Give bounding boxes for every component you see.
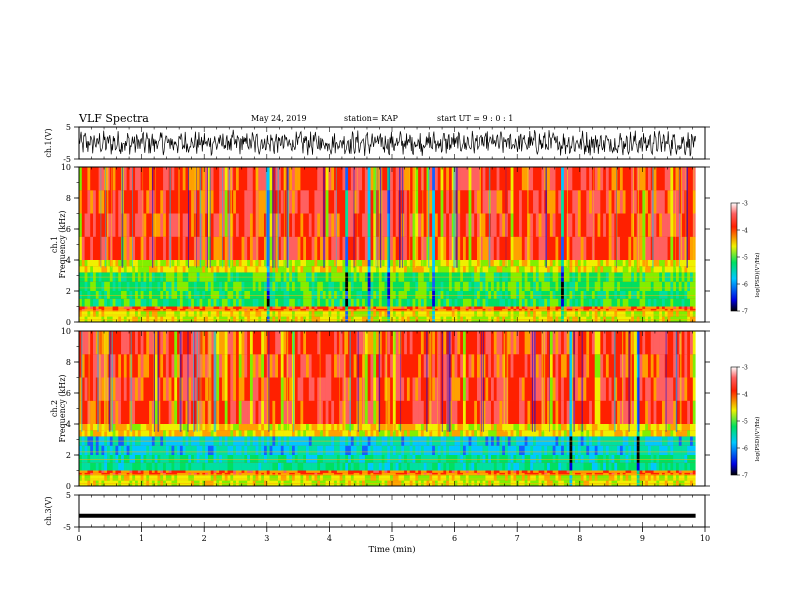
x-axis-ticks <box>78 127 706 527</box>
ch1-spectrogram-colorbar-tick-label: -3 <box>742 201 748 208</box>
ch2-spectrogram-colorbar-gradient <box>730 366 738 476</box>
ch2-spectrogram-ytick-label: 4 <box>66 420 71 429</box>
ch3-waveform-panel: 5 -5 ch.3(V) <box>44 491 710 532</box>
ch2-spectrogram-ytick-label: 8 <box>66 358 71 367</box>
ch1-spectrogram-channel-label: ch.1 <box>50 236 59 253</box>
ch1-spectrogram-panel: 0 2 4 6 8 10 ch.1 Frequency (kHz) <box>50 163 710 327</box>
ch1-spectrogram-ytick-label: 8 <box>66 194 71 203</box>
ch1-spectrogram-ytick-label: 2 <box>66 287 71 296</box>
ch2-spectrogram-colorbar-tick-label: -6 <box>742 446 748 453</box>
ch1-spectrogram-ytick-label: 0 <box>66 318 71 327</box>
ch1-spectrogram-colorbar: -3 -4 -5 -6 -7 log(PSD)(V²/Hz) <box>730 201 761 316</box>
x-tick-label: 7 <box>515 534 520 543</box>
date-label: May 24, 2019 <box>251 114 307 123</box>
start-time-label: start UT = 9 : 0 : 1 <box>437 114 514 123</box>
ch1-spectrogram-ytick-label: 4 <box>66 256 71 265</box>
ch1-spectrogram-colorbar-tick-label: -5 <box>742 255 748 262</box>
ch2-spectrogram-colorbar-tick-label: -4 <box>742 392 748 399</box>
ch1-spectrogram-ytick-label: 10 <box>61 163 71 172</box>
ch2-spectrogram-ytick-label: 10 <box>61 327 71 336</box>
ch1-waveform-ytick-label: 5 <box>66 123 71 132</box>
x-tick-label: 1 <box>139 534 144 543</box>
ch2-spectrogram-colorbar-tick-label: -5 <box>742 419 748 426</box>
ch1-spectrogram-colorbar-label: log(PSD)(V²/Hz) <box>754 253 761 298</box>
ch2-spectrogram-ytick-label: 2 <box>66 451 71 460</box>
ch2-spectrogram-panel: 0 2 4 6 8 10 ch.2 Frequency (kHz) <box>50 327 710 491</box>
x-tick-label: 5 <box>389 534 394 543</box>
ch2-spectrogram-colorbar-label: log(PSD)(V²/Hz) <box>754 417 761 462</box>
x-tick-label: 4 <box>327 534 332 543</box>
x-axis-label: Time (min) <box>368 544 415 555</box>
ch3-waveform-ytick-label: 5 <box>66 491 71 500</box>
station-label: station= KAP <box>344 114 398 123</box>
ch1-spectrogram-ylabel: Frequency (kHz) <box>58 210 67 278</box>
ch2-spectrogram-ylabel: Frequency (kHz) <box>58 374 67 442</box>
x-tick-label: 3 <box>264 534 269 543</box>
ch3-waveform-ytick-label: -5 <box>63 523 71 532</box>
x-axis: 0 1 2 3 4 5 6 7 8 9 10 Time (min) <box>76 527 710 555</box>
ch1-spectrogram-ytick-label: 6 <box>66 225 71 234</box>
x-tick-label: 0 <box>76 534 81 543</box>
ch2-spectrogram-channel-label: ch.2 <box>50 400 59 417</box>
ch1-spectrogram-colorbar-tick-label: -7 <box>742 309 748 316</box>
ch3-waveform-ylabel: ch.3(V) <box>44 496 53 525</box>
x-tick-label: 10 <box>700 534 710 543</box>
ch1-spectrogram-colorbar-gradient <box>730 202 738 312</box>
x-tick-label: 8 <box>577 534 582 543</box>
ch2-spectrogram-colorbar-tick-label: -7 <box>742 473 748 480</box>
x-tick-label: 9 <box>640 534 645 543</box>
ch2-spectrogram-ytick-label: 0 <box>66 482 71 491</box>
ch1-spectrogram-colorbar-tick-label: -6 <box>742 282 748 289</box>
ch2-spectrogram-colorbar-tick-label: -3 <box>742 365 748 372</box>
ch2-spectrogram-colorbar: -3 -4 -5 -6 -7 log(PSD)(V²/Hz) <box>730 365 761 480</box>
x-tick-label: 6 <box>452 534 457 543</box>
ch1-waveform-trace <box>78 129 696 157</box>
ch1-waveform-ytick-label: -5 <box>63 155 71 164</box>
figure-title: VLF Spectra <box>79 112 149 125</box>
x-tick-label: 2 <box>202 534 207 543</box>
ch1-spectrogram-colorbar-tick-label: -4 <box>742 228 748 235</box>
ch1-waveform-ylabel: ch.1(V) <box>44 128 53 157</box>
ch2-spectrogram-ytick-label: 6 <box>66 389 71 398</box>
ch1-waveform-panel: 5 -5 ch.1(V) <box>44 123 710 164</box>
